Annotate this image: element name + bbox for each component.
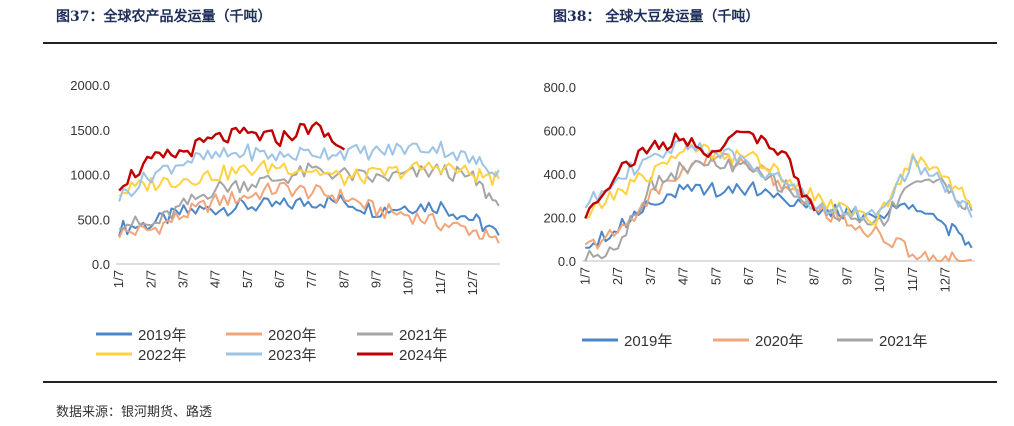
x-tick-label: 4/7	[676, 267, 691, 285]
x-tick-label: 6/7	[272, 270, 287, 288]
y-tick-label: 1500.0	[70, 123, 110, 138]
bottom-rule	[43, 381, 997, 383]
left-chart: 0.0 500.0 1000.0 1500.0 2000.0 1/7 2/7 3/7 4/7 5/…	[70, 78, 500, 364]
series-line-2019年	[118, 194, 500, 237]
legend-label: 2019年	[624, 333, 672, 350]
series-line-2020年	[118, 181, 500, 244]
y-tick-label: 200.0	[543, 211, 576, 226]
series-line-2023年	[584, 138, 973, 220]
x-tick-label: 3/7	[643, 267, 658, 285]
x-tick-label: 4/7	[208, 270, 223, 288]
x-tick-label: 12/7	[938, 267, 953, 292]
x-tick-label: 2/7	[610, 267, 625, 285]
x-tick-label: 9/7	[369, 270, 384, 288]
legend-label: 2022年	[138, 347, 186, 364]
legend-label: 2021年	[399, 327, 447, 344]
x-tick-label: 6/7	[741, 267, 756, 285]
top-rule	[43, 42, 997, 44]
x-tick-label: 11/7	[433, 270, 448, 294]
x-tick-label: 2/7	[143, 270, 158, 288]
x-tick-label: 3/7	[176, 270, 191, 288]
right-chart: 0.0 200.0 400.0 600.0 800.0 1/7 2/7 3/7 4/7 5/7 6/…	[543, 80, 975, 350]
series-line-2022年	[118, 159, 500, 197]
y-tick-label: 600.0	[543, 124, 576, 139]
data-source-note: 数据来源：银河期货、路透	[56, 405, 213, 420]
legend-label: 2020年	[755, 333, 803, 350]
x-tick-label: 12/7	[465, 270, 480, 295]
y-tick-label: 1000.0	[70, 168, 110, 183]
legend-label: 2019年	[138, 327, 186, 344]
series-line-2024年	[118, 121, 345, 192]
series-line-2022年	[585, 142, 973, 226]
y-tick-label: 800.0	[543, 80, 576, 95]
legend-label: 2023年	[268, 347, 316, 364]
x-tick-label: 8/7	[336, 270, 351, 288]
legend-label: 2021年	[879, 333, 927, 350]
x-tick-label: 5/7	[708, 267, 723, 285]
series-line-2019年	[585, 181, 973, 249]
series-line-2023年	[118, 140, 500, 202]
y-tick-label: 500.0	[77, 212, 110, 227]
x-tick-label: 1/7	[577, 267, 592, 285]
x-tick-label: 9/7	[839, 267, 854, 285]
x-tick-label: 10/7	[401, 270, 416, 295]
legend-label: 2024年	[399, 347, 447, 364]
x-tick-label: 7/7	[304, 270, 319, 288]
x-tick-label: 10/7	[872, 267, 887, 292]
y-tick-label: 2000.0	[70, 78, 110, 93]
x-tick-label: 8/7	[807, 267, 822, 285]
x-tick-label: 7/7	[774, 267, 789, 285]
left-chart-title: 图37：全球农产品发运量（千吨）	[56, 9, 272, 25]
legend-label: 2020年	[268, 327, 316, 344]
y-tick-label: 0.0	[92, 257, 110, 272]
series-line-2024年	[584, 130, 816, 219]
x-tick-label: 11/7	[905, 267, 920, 291]
y-tick-label: 400.0	[543, 167, 576, 182]
right-chart-title: 图38： 全球大豆发运量（千吨）	[553, 9, 760, 25]
x-tick-label: 5/7	[240, 270, 255, 288]
y-tick-label: 0.0	[558, 254, 576, 269]
x-tick-label: 1/7	[111, 270, 126, 288]
